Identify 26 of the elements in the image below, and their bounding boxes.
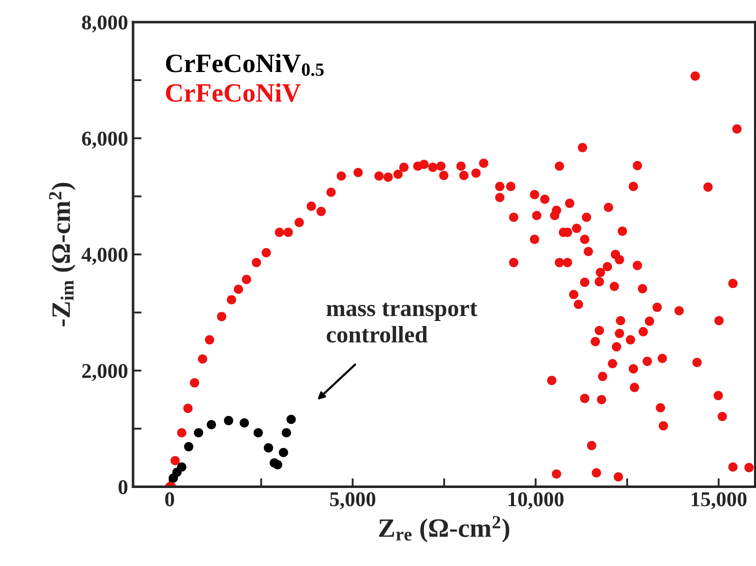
- point: [240, 418, 249, 428]
- x-axis-title: Z$_{re}$ (Ω-cm$^{2}$): [379, 516, 510, 542]
- point: [286, 414, 296, 424]
- x-tick-label: 5,000: [330, 492, 376, 510]
- y-tick-label: 2,000: [82, 364, 128, 382]
- point: [184, 442, 194, 452]
- x-tick-label: 10,000: [508, 492, 564, 510]
- point: [254, 428, 263, 438]
- x-tick-label: 15,000: [692, 492, 746, 510]
- text: CrFeCoNiV: [166, 83, 301, 102]
- point: [206, 420, 216, 430]
- y-tick-label: 0: [118, 480, 128, 494]
- y-tick-label: 4,000: [82, 248, 128, 265]
- annotation: mass transport controlled: [326, 302, 478, 343]
- y-tick-label: 6,000: [82, 132, 128, 149]
- point: [224, 416, 234, 426]
- point: [278, 448, 288, 458]
- x-tick-label: 0: [165, 492, 174, 506]
- point: [194, 428, 204, 438]
- point: [177, 462, 186, 472]
- y-tick-label: 8,000: [82, 15, 128, 33]
- text: CrFeCoNiV$_{0.5}$: [166, 54, 324, 76]
- y-axis-title: -Z$_{im}$ (Ω-cm$^{2}$): [49, 182, 76, 326]
- point: [282, 428, 292, 438]
- point: [264, 443, 274, 452]
- point: [272, 460, 282, 470]
